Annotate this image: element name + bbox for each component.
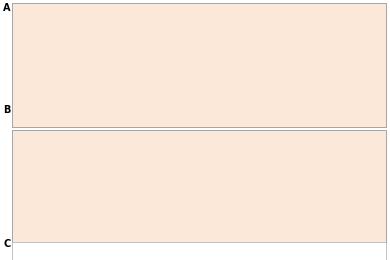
FancyBboxPatch shape [12, 130, 386, 242]
FancyBboxPatch shape [12, 3, 386, 127]
Text: A: A [3, 3, 11, 12]
Text: C: C [3, 239, 11, 249]
Text: B: B [3, 105, 11, 115]
